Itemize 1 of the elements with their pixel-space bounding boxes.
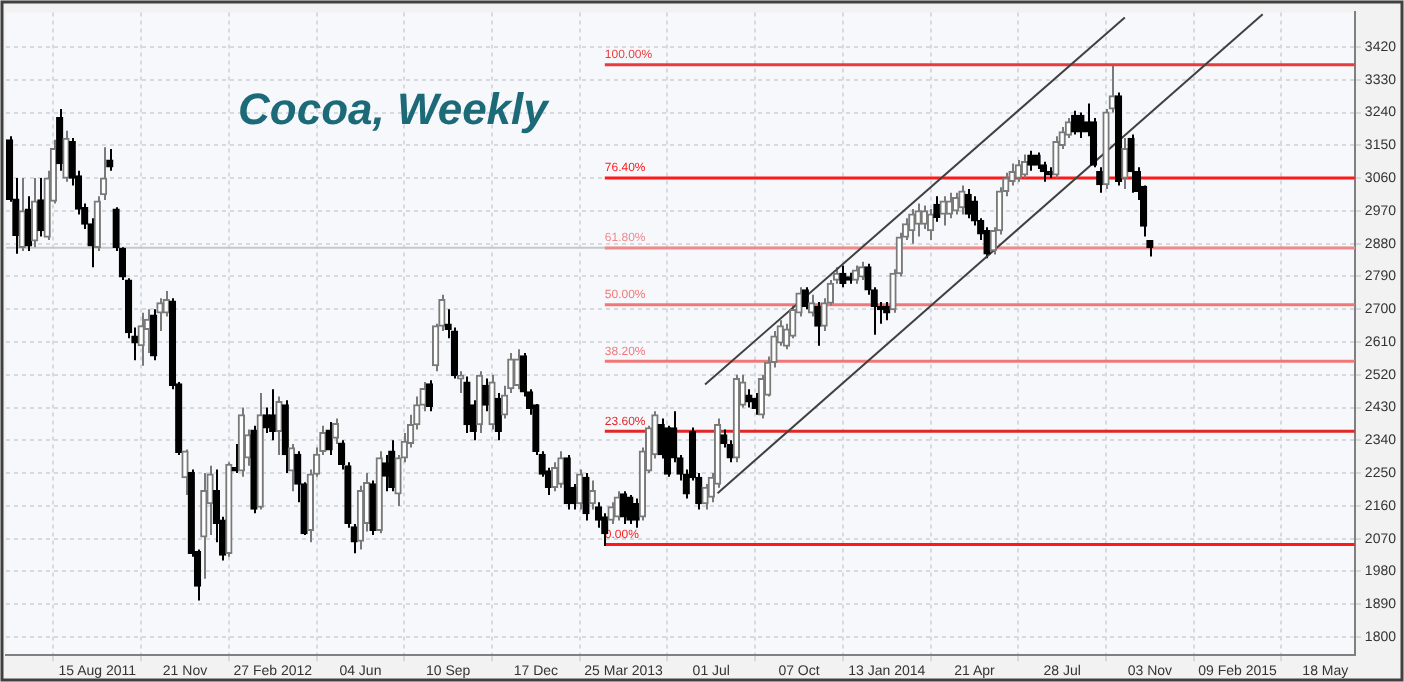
text: Cocoa, Weekly	[238, 84, 552, 135]
